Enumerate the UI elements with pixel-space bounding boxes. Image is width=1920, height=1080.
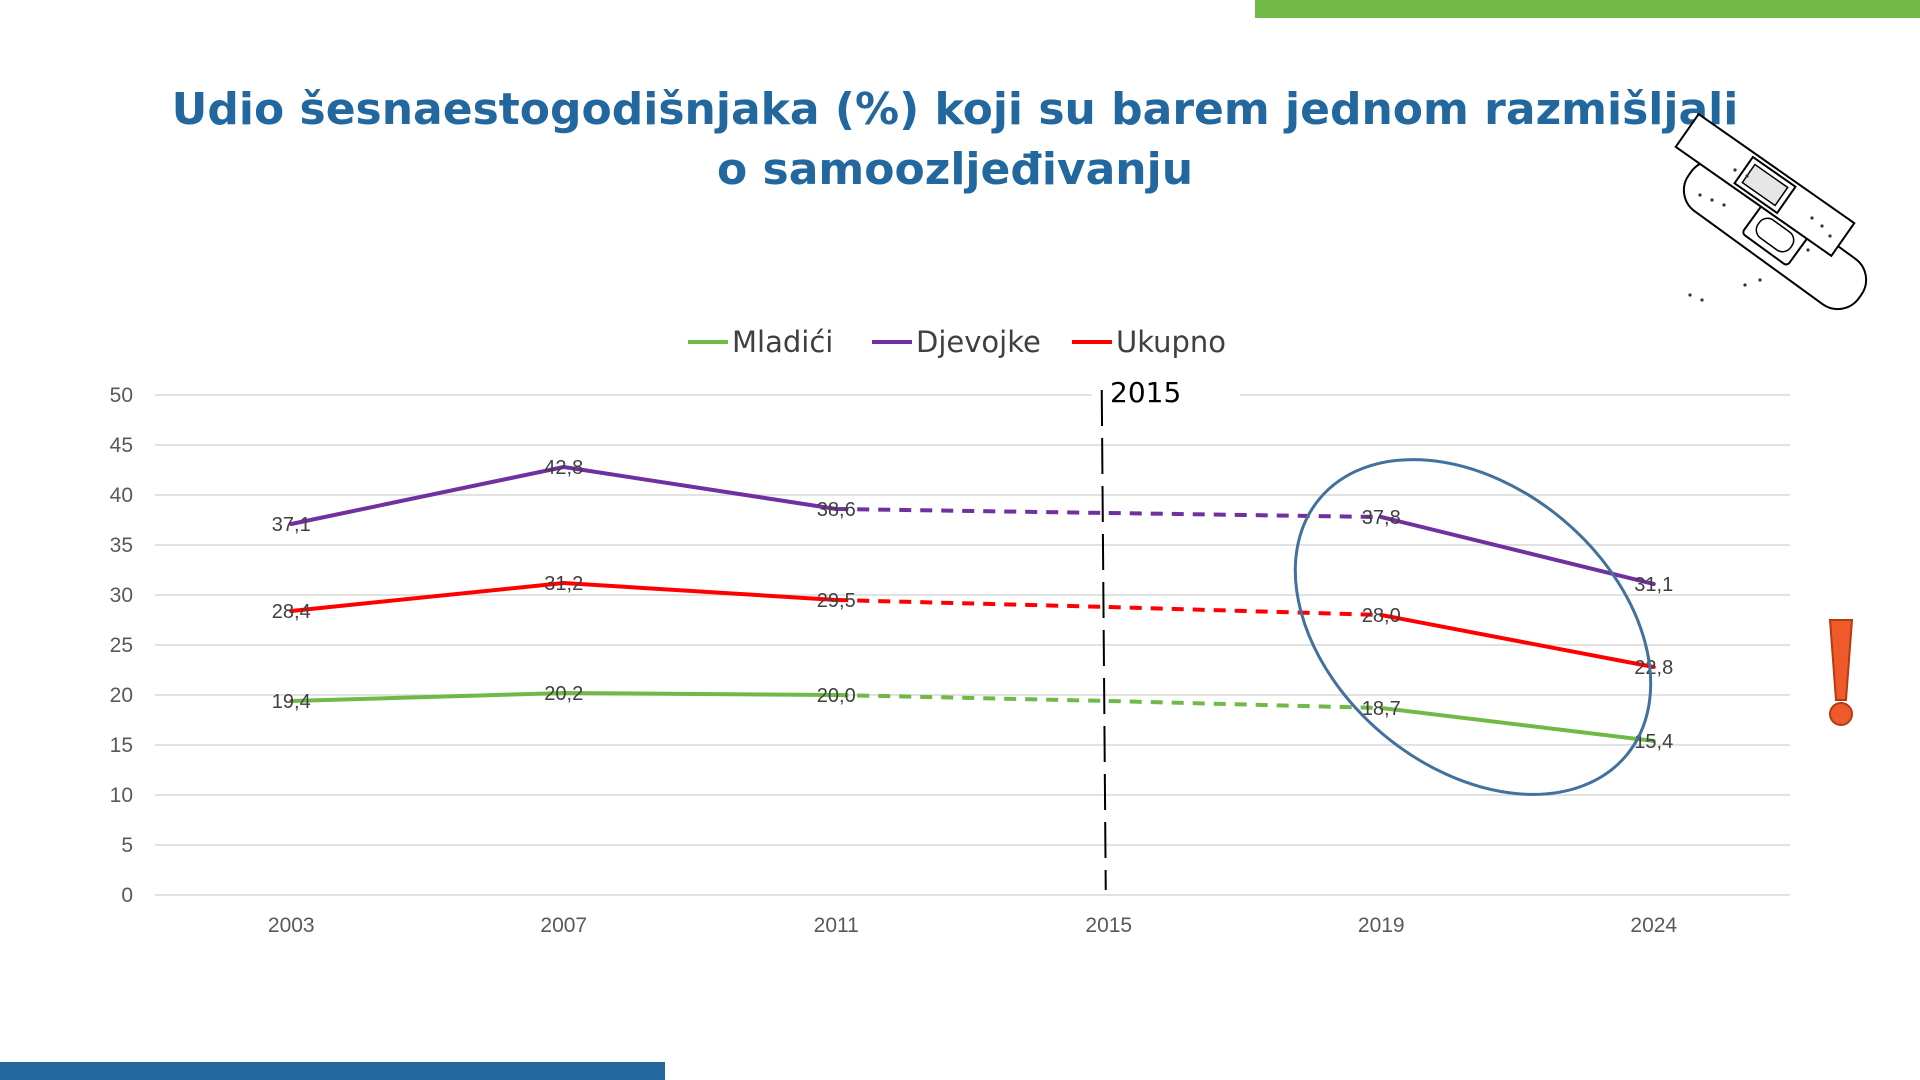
- data-label: 15,4: [1634, 731, 1673, 753]
- data-label: 19,4: [272, 691, 311, 713]
- bandage-dot: [1700, 298, 1704, 302]
- top-accent-bar: [1255, 0, 1920, 18]
- y-tick-label: 50: [110, 384, 133, 407]
- y-tick-label: 40: [110, 484, 133, 507]
- data-label: 31,1: [1634, 574, 1673, 596]
- series-segment: [836, 598, 1109, 609]
- y-tick-label: 45: [110, 434, 133, 457]
- data-label: 22,8: [1634, 657, 1673, 679]
- series-segment: [836, 507, 1109, 515]
- series-segment: [836, 693, 1109, 703]
- data-label: 20,2: [544, 683, 583, 705]
- series-segment: [1108, 511, 1382, 519]
- bandage-dot: [1743, 283, 1747, 287]
- bandage-dot: [1758, 278, 1762, 282]
- x-tick-label: 2024: [1630, 914, 1677, 937]
- marker-label: 2015: [1110, 376, 1181, 409]
- bandage-dot: [1828, 234, 1832, 238]
- data-label: 38,6: [817, 499, 856, 521]
- y-tick-label: 20: [110, 684, 133, 707]
- series-segment: [561, 465, 839, 511]
- marker-label-bg: [1092, 378, 1240, 414]
- exclamation-icon: [1828, 619, 1854, 726]
- bandage-dot: [1745, 174, 1749, 178]
- data-label: 20,0: [817, 685, 856, 707]
- x-tick-label: 2003: [268, 914, 315, 937]
- series-segment: [1379, 613, 1656, 669]
- series-segment: [289, 691, 566, 703]
- series-segment: [289, 581, 566, 613]
- series-segment: [1108, 699, 1382, 710]
- data-label: 31,2: [544, 573, 583, 595]
- x-tick-label: 2011: [814, 914, 859, 937]
- series-segment: [561, 581, 839, 602]
- bandage-dot: [1810, 216, 1814, 220]
- bandage-icon: [1674, 112, 1868, 311]
- data-label: 37,1: [272, 514, 311, 536]
- y-tick-label: 25: [110, 634, 133, 657]
- bottom-accent-bar: [0, 1062, 665, 1080]
- data-label: 29,5: [817, 590, 856, 612]
- x-tick-label: 2007: [540, 914, 587, 937]
- series-segment: [561, 691, 839, 697]
- data-label: 42,8: [544, 457, 583, 479]
- bandage-dot: [1806, 248, 1810, 252]
- bandage-dot: [1698, 193, 1702, 197]
- data-label: 28,4: [272, 601, 311, 623]
- slide-title: Udio šesnaestogodišnjaka (%) koji su bar…: [171, 84, 1739, 195]
- y-tick-label: 10: [110, 784, 133, 807]
- bandage-dot: [1688, 293, 1692, 297]
- series-segment: [1108, 605, 1382, 617]
- data-label: 28,0: [1362, 605, 1401, 627]
- y-tick-label: 30: [110, 584, 133, 607]
- series-segment: [1379, 706, 1656, 743]
- bandage-dot: [1733, 168, 1737, 172]
- y-tick-label: 0: [121, 884, 133, 907]
- y-tick-label: 5: [121, 834, 133, 857]
- bandage-dot: [1710, 198, 1714, 202]
- data-label: 18,7: [1362, 698, 1401, 720]
- legend-label: Ukupno: [1116, 325, 1226, 359]
- legend-label: Djevojke: [916, 325, 1041, 359]
- x-tick-label: 2015: [1085, 914, 1132, 937]
- series-segment: [1379, 515, 1656, 586]
- series-segment: [289, 465, 566, 526]
- bandage-dot: [1820, 224, 1824, 228]
- data-label: 37,8: [1362, 507, 1401, 529]
- marker-line: [1100, 389, 1107, 891]
- x-tick-label: 2019: [1358, 914, 1405, 937]
- bandage-dot: [1722, 203, 1726, 207]
- y-tick-label: 35: [110, 534, 133, 557]
- highlight-ellipse: [1293, 458, 1653, 796]
- y-tick-label: 15: [110, 734, 133, 757]
- legend-label: Mladići: [732, 325, 833, 359]
